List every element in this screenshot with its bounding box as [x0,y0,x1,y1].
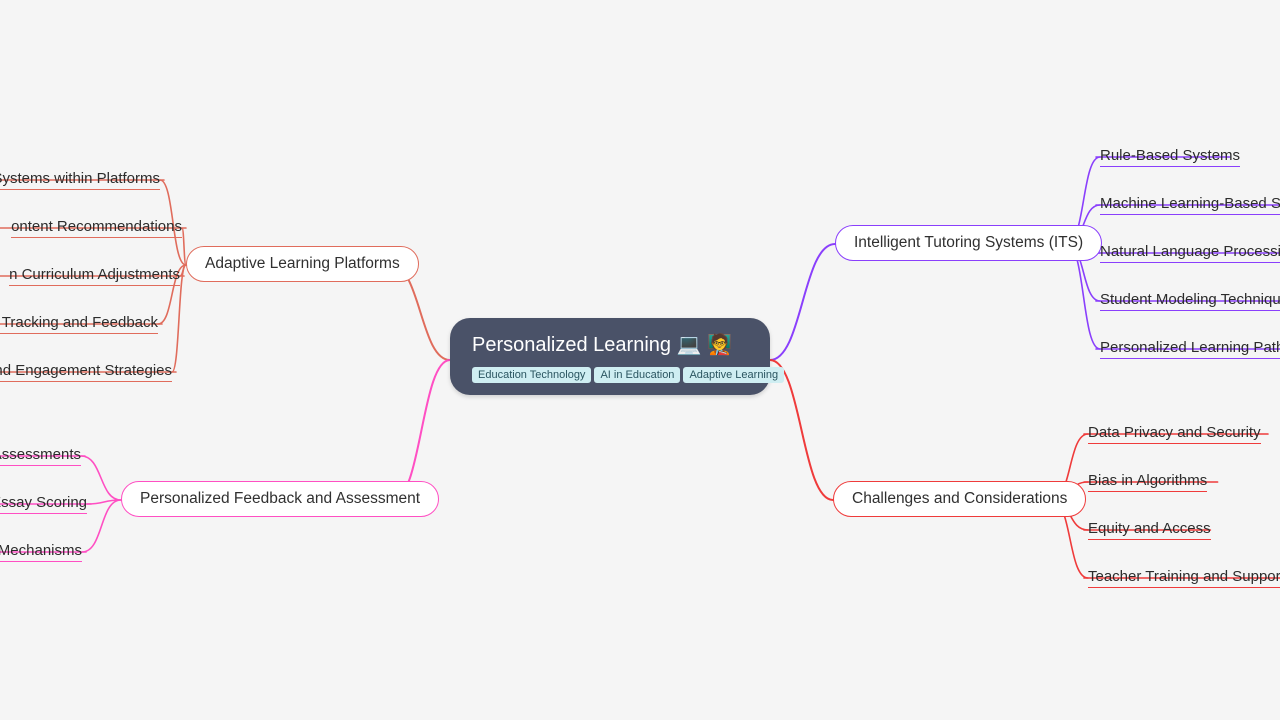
leaf-label: Student Modeling Techniques [1100,291,1280,311]
leaf-node[interactable]: n Curriculum Adjustments [9,266,180,286]
leaf-label: Bias in Algorithms [1088,472,1207,492]
leaf-label: Teacher Training and Support [1088,568,1280,588]
leaf-label: n Curriculum Adjustments [9,266,180,286]
leaf-label: e Assessments [0,446,81,466]
leaf-node[interactable]: ss Tracking and Feedback [0,314,158,334]
leaf-node[interactable]: Student Modeling Techniques [1100,291,1280,311]
center-tag[interactable]: Education Technology [472,367,591,383]
leaf-node[interactable]: Machine Learning-Based Systems [1100,195,1280,215]
leaf-label: ss Tracking and Feedback [0,314,158,334]
leaf-node[interactable]: Bias in Algorithms [1088,472,1207,492]
leaf-label: Rule-Based Systems [1100,147,1240,167]
branch-label: Challenges and Considerations [852,490,1067,507]
branch-label: Adaptive Learning Platforms [205,255,400,272]
leaf-label: Machine Learning-Based Systems [1100,195,1280,215]
branch-its[interactable]: Intelligent Tutoring Systems (ITS) [835,225,1102,261]
branch-label: Intelligent Tutoring Systems (ITS) [854,234,1083,251]
branch-feedback[interactable]: Personalized Feedback and Assessment [121,481,439,517]
leaf-node[interactable]: Essay Scoring [0,494,87,514]
leaf-node[interactable]: Natural Language Processing ( [1100,243,1280,263]
leaf-label: Systems within Platforms [0,170,160,190]
leaf-label: Data Privacy and Security [1088,424,1261,444]
leaf-node[interactable]: Rule-Based Systems [1100,147,1240,167]
center-title: Personalized Learning 💻 🧑‍🏫 [472,332,748,357]
leaf-node[interactable]: Data Privacy and Security [1088,424,1261,444]
leaf-label: Equity and Access [1088,520,1211,540]
leaf-node[interactable]: nd Engagement Strategies [0,362,172,382]
branch-label: Personalized Feedback and Assessment [140,490,420,507]
leaf-label: ontent Recommendations [11,218,182,238]
leaf-label: nd Engagement Strategies [0,362,172,382]
leaf-label: Essay Scoring [0,494,87,514]
branch-adapt[interactable]: Adaptive Learning Platforms [186,246,419,282]
center-node[interactable]: Personalized Learning 💻 🧑‍🏫 Education Tec… [450,318,770,395]
leaf-label: Personalized Learning Paths a [1100,339,1280,359]
leaf-label: ck Mechanisms [0,542,82,562]
leaf-node[interactable]: Systems within Platforms [0,170,160,190]
leaf-node[interactable]: ck Mechanisms [0,542,82,562]
center-tag[interactable]: AI in Education [594,367,680,383]
leaf-node[interactable]: ontent Recommendations [11,218,182,238]
branch-chal[interactable]: Challenges and Considerations [833,481,1086,517]
center-tag[interactable]: Adaptive Learning [683,367,784,383]
leaf-label: Natural Language Processing ( [1100,243,1280,263]
leaf-node[interactable]: e Assessments [0,446,81,466]
leaf-node[interactable]: Personalized Learning Paths a [1100,339,1280,359]
leaf-node[interactable]: Equity and Access [1088,520,1211,540]
leaf-node[interactable]: Teacher Training and Support [1088,568,1280,588]
